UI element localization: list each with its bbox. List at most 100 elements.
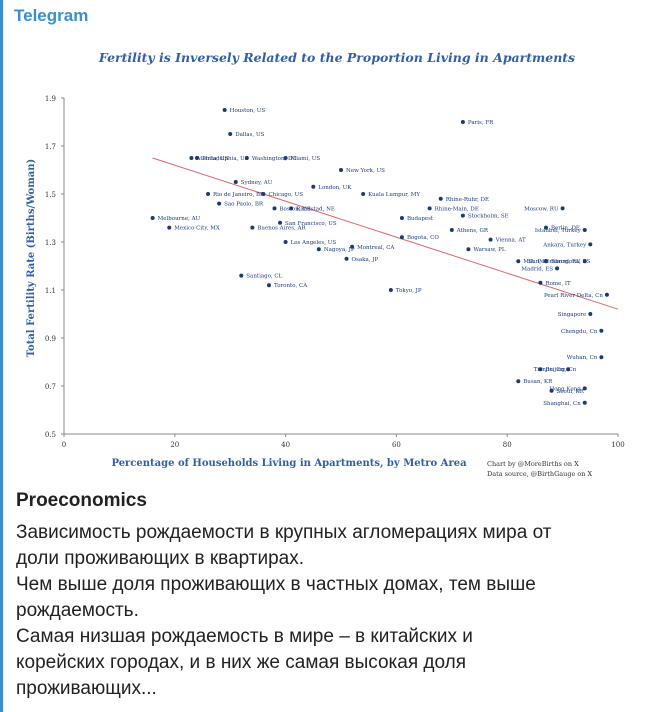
data-point-label: Nagoya, JP [324, 247, 355, 253]
data-point [538, 367, 543, 372]
data-point-label: Hong Kong [549, 386, 581, 392]
data-point [344, 256, 349, 261]
data-point-label: Tianjin, Cn [534, 367, 565, 373]
data-point-label: Osaka, JP [352, 257, 379, 263]
post-text-line: проживающих... [16, 678, 157, 699]
data-point-label: San Francisco, US [285, 221, 337, 227]
data-point-label: Randstad, NE [296, 206, 335, 212]
data-point-label: Milan, IT [523, 259, 549, 265]
post-author[interactable]: Proeconomics [16, 490, 147, 511]
data-point [289, 206, 294, 211]
data-point-label: Rome, IT [545, 281, 571, 287]
post-text-line: Самая низшая рождаемость в мире – в кита… [16, 626, 473, 647]
data-point [466, 247, 471, 252]
y-tick-label: 0.7 [45, 383, 56, 391]
data-point-label: London, UK [318, 185, 352, 191]
data-point [604, 292, 609, 297]
data-point-label: Shanghai, Cn [543, 401, 581, 407]
post-text-line: Чем выше доля проживающих в частных дома… [16, 574, 536, 595]
data-point [599, 355, 604, 360]
data-point-label: Los Angeles, US [291, 240, 337, 246]
data-point [266, 283, 271, 288]
data-point [588, 242, 593, 247]
data-point [399, 235, 404, 240]
x-tick-label: 20 [170, 441, 179, 449]
x-tick-label: 0 [62, 441, 66, 449]
data-point [167, 225, 172, 230]
data-point-label: Berlin, DE [551, 226, 580, 232]
data-point [189, 156, 194, 160]
y-tick-label: 1.5 [45, 191, 56, 199]
data-point-label: Vienna, AT [495, 238, 526, 244]
data-point [278, 220, 283, 225]
chart-credit-line: Data source, @BirthGauge on X [487, 470, 593, 478]
data-point [272, 206, 277, 211]
y-tick-label: 1.9 [45, 95, 56, 103]
data-point-label: Athens, GR [456, 228, 489, 234]
data-point-label: Ankara, Turkey [542, 242, 587, 248]
data-point [150, 216, 155, 220]
data-point-label: Houston, US [230, 108, 266, 114]
chart-axes: 0.5 0.7 0.9 1.1 1.3 1.5 1.7 1.9 0 20 40 60 80 100 [45, 95, 625, 449]
data-point-label: Moscow, RU [524, 206, 559, 212]
data-point [582, 228, 587, 232]
data-point-label: Singapore [558, 312, 587, 318]
data-point-label: Chicago, US [268, 192, 303, 198]
data-point-label: Toronto, CA [274, 283, 308, 289]
data-point [538, 280, 543, 285]
y-tick-label: 1.1 [45, 287, 56, 295]
data-point [250, 225, 255, 230]
data-point [560, 206, 565, 211]
data-point [244, 156, 249, 160]
data-point-label: Sao Paolo, BR [224, 202, 264, 208]
data-point [588, 312, 593, 316]
data-point-label: Pearl River Delta, Cn [544, 293, 603, 299]
data-point-label: Paris, FR [468, 120, 494, 126]
x-tick-label: 100 [611, 441, 624, 449]
x-tick-label: 40 [281, 441, 290, 449]
data-point-label: Beijing, Cn [545, 367, 576, 373]
data-point-label: Boston, US [280, 206, 311, 212]
data-point-label: Rhine-Ruhr, DE [446, 197, 489, 203]
data-point [228, 132, 233, 136]
data-point [206, 192, 211, 196]
data-point [566, 367, 571, 372]
data-point [438, 196, 443, 201]
chart-image[interactable]: Fertility is Inversely Related to the Pr… [12, 36, 648, 482]
post-text-line: доли проживающих в квартирах. [16, 548, 304, 569]
data-point-label: Washington, DC [252, 156, 297, 162]
x-tick-label: 80 [503, 441, 512, 449]
data-point-label: Dallas, US [235, 132, 264, 138]
data-point [194, 156, 199, 160]
scatter-chart: Fertility is Inversely Related to the Pr… [26, 50, 625, 478]
y-tick-label: 1.7 [45, 143, 56, 151]
data-point [582, 386, 587, 391]
data-point [350, 244, 355, 249]
data-point-label: Mexico City, MX [174, 226, 220, 232]
data-point-label: Rio de Janeiro, BR [213, 192, 265, 198]
data-point [239, 273, 244, 278]
data-point [449, 228, 454, 232]
data-point [516, 379, 521, 384]
channel-title[interactable]: Telegram [14, 6, 89, 25]
data-point [283, 156, 288, 160]
data-point-label: Istanbul, Turkey [535, 228, 582, 234]
data-point [388, 288, 393, 292]
data-point-label: New York, US [346, 168, 385, 174]
data-point-label: Madrid, ES [521, 266, 553, 272]
data-point [261, 192, 266, 196]
post-body: Зависимость рождаемости в крупных агломе… [16, 520, 646, 702]
data-point-label: Barcelona, ES [551, 259, 591, 265]
data-point [339, 168, 343, 172]
post-text-line: Зависимость рождаемости в крупных агломе… [16, 522, 552, 543]
x-tick-label: 60 [392, 441, 401, 449]
data-point-label: Chengdu, Cn [561, 329, 598, 335]
data-point-label: Sydney, AU [241, 180, 273, 186]
data-point-label: St. Petersburg, RU [528, 259, 581, 265]
data-point-label: Seoul, KR [557, 389, 585, 395]
y-tick-label: 0.9 [45, 335, 56, 343]
chart-credit-line: Chart by @MoreBirths on X [487, 460, 579, 468]
post-text-line: корейских городах, и в них же самая высо… [16, 652, 467, 673]
y-tick-label: 1.3 [45, 239, 56, 247]
data-point-label: Budapest [407, 216, 434, 222]
